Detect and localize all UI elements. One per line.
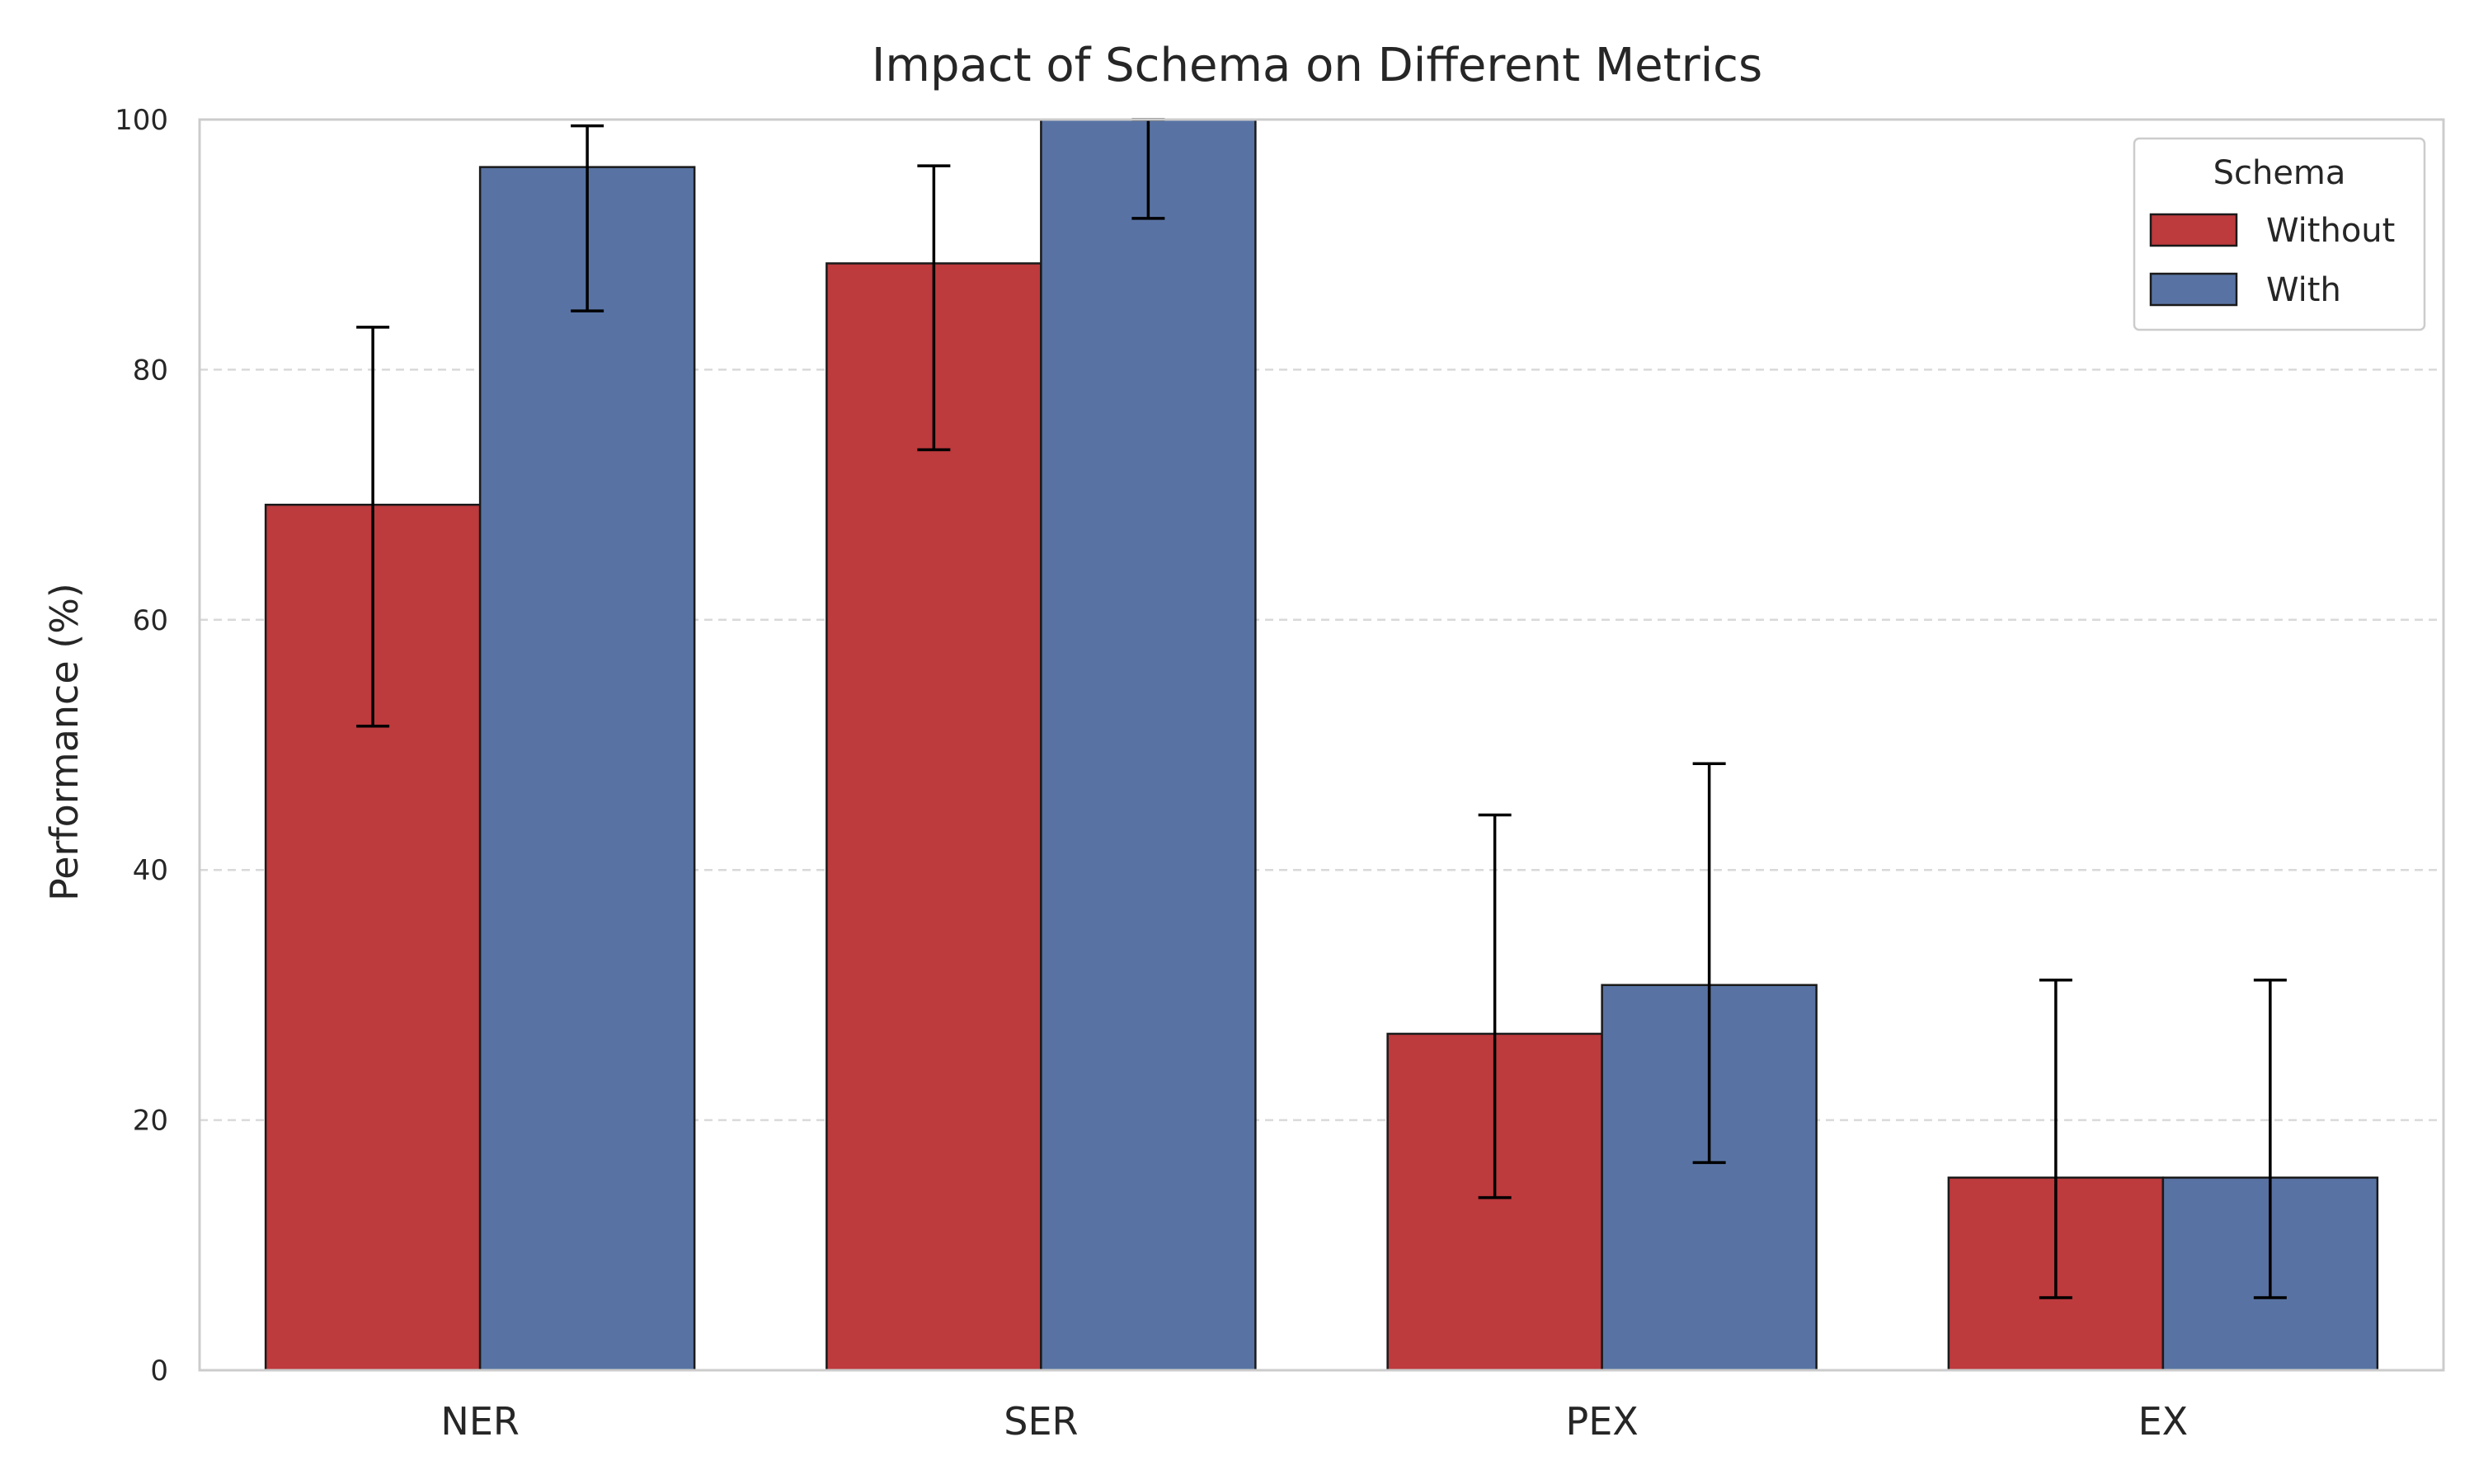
error-bar-without-ex <box>2039 978 2072 1299</box>
error-bar-without-ner <box>356 326 390 728</box>
legend-label-without: Without <box>2266 212 2395 250</box>
legend-title: Schema <box>2213 154 2346 192</box>
chart-title: Impact of Schema on Different Metrics <box>872 39 1762 92</box>
legend-entry-with: With <box>2149 271 2341 309</box>
legend: Schema Without With <box>2133 137 2426 331</box>
error-bar-without-pex <box>1478 813 1512 1200</box>
legend-swatch-with <box>2149 272 2238 307</box>
y-tick-label: 20 <box>133 1105 168 1138</box>
y-tick-label: 60 <box>133 604 168 637</box>
x-tick-labels: NER SER PEX EX <box>440 1399 2188 1444</box>
x-tick-label-ner: NER <box>440 1399 519 1444</box>
y-tick-label: 40 <box>133 854 168 887</box>
legend-label-with: With <box>2266 271 2341 309</box>
x-tick-label-pex: PEX <box>1565 1399 1638 1444</box>
y-tick-label: 80 <box>133 354 168 387</box>
error-bar-with-ner <box>571 124 604 312</box>
legend-entries: Without With <box>2149 212 2395 309</box>
y-tick-label: 100 <box>115 104 168 137</box>
x-tick-label-ex: EX <box>2138 1399 2189 1444</box>
bar-with-ner <box>478 166 696 1372</box>
legend-entry-without: Without <box>2149 212 2395 250</box>
y-tick-label: 0 <box>150 1355 168 1388</box>
error-bar-without-ser <box>917 164 951 452</box>
plot-frame <box>198 118 2445 1372</box>
error-bar-with-pex <box>1692 762 1726 1164</box>
x-tick-label-ser: SER <box>1004 1399 1078 1444</box>
grid-lines <box>200 369 2443 1121</box>
legend-swatch-without <box>2149 213 2238 247</box>
bar-with-ser <box>1040 118 1257 1372</box>
y-tick-labels: 0 20 40 60 80 100 <box>115 104 168 1388</box>
error-bar-with-ex <box>2253 978 2287 1299</box>
y-axis-label: Performance (%) <box>42 583 87 901</box>
